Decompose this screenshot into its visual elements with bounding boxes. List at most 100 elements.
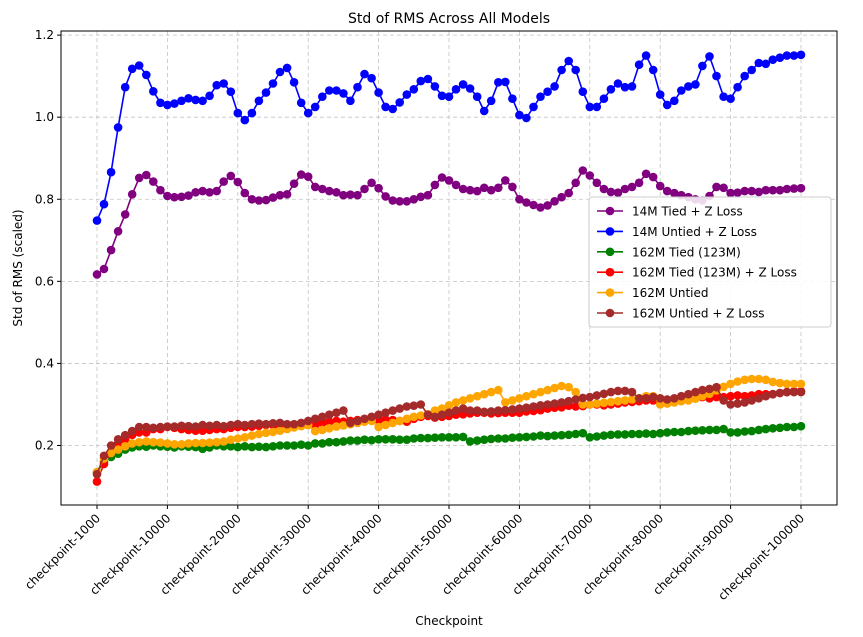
data-point [423, 190, 433, 200]
data-point [761, 391, 771, 401]
data-point [740, 186, 749, 196]
data-point [508, 94, 517, 103]
data-point [564, 188, 573, 198]
data-point [789, 184, 799, 193]
data-point [332, 188, 341, 197]
data-point [437, 173, 447, 182]
data-point [353, 416, 362, 426]
data-point [120, 82, 130, 92]
data-point [120, 442, 130, 451]
data-point [775, 185, 785, 195]
data-point [691, 387, 700, 397]
data-point [768, 185, 778, 195]
data-point [747, 396, 756, 405]
data-point [472, 92, 482, 101]
data-point [585, 171, 595, 180]
data-point [655, 90, 665, 99]
data-point [571, 178, 580, 188]
data-point [719, 183, 728, 193]
data-point [289, 419, 299, 429]
data-point [648, 429, 658, 439]
data-point [191, 188, 200, 197]
data-point [698, 385, 707, 395]
data-point [726, 428, 735, 437]
data-point [156, 185, 165, 195]
data-point [599, 94, 609, 103]
data-point [367, 178, 376, 188]
data-point [719, 92, 728, 101]
data-point [712, 182, 721, 192]
data-point [261, 195, 271, 205]
data-point [613, 79, 623, 88]
data-point [529, 402, 538, 411]
data-point [261, 88, 271, 97]
data-point [465, 84, 475, 93]
data-point [127, 64, 137, 74]
data-point [472, 391, 482, 401]
data-point [494, 406, 503, 415]
data-point [564, 382, 573, 392]
data-point [430, 82, 440, 91]
data-point [318, 425, 327, 435]
data-point [782, 51, 792, 60]
data-point [529, 432, 538, 441]
data-point [353, 190, 362, 200]
y-tick-label: 0.2 [35, 438, 54, 452]
data-point [395, 98, 405, 107]
data-point [479, 106, 489, 116]
data-point [662, 100, 672, 110]
data-point [458, 432, 468, 442]
data-point [705, 384, 714, 394]
data-point [198, 438, 207, 448]
data-point [726, 379, 735, 389]
data-point [677, 86, 686, 95]
data-point [719, 382, 728, 392]
data-point [789, 422, 799, 432]
data-point [205, 421, 214, 431]
data-point [318, 439, 327, 448]
legend-label: 162M Tied (123M) [632, 245, 741, 259]
data-point [444, 408, 454, 418]
data-point [332, 437, 341, 447]
data-point [134, 422, 144, 432]
data-point [494, 385, 503, 395]
data-point [585, 392, 595, 402]
data-point [275, 418, 285, 428]
data-point [782, 184, 792, 194]
data-point [332, 408, 341, 418]
data-point [142, 437, 151, 446]
data-point [585, 433, 595, 442]
data-point [578, 393, 588, 403]
data-point [592, 399, 602, 408]
data-point [409, 401, 419, 411]
data-point [627, 429, 637, 439]
data-point [543, 400, 552, 409]
legend-swatch-marker [605, 227, 615, 236]
data-point [275, 426, 285, 436]
data-point [240, 188, 250, 198]
data-point [550, 383, 559, 393]
data-point [775, 423, 785, 433]
data-point [754, 187, 764, 197]
data-point [634, 429, 644, 439]
y-tick-label: 1.0 [35, 110, 54, 124]
data-point [698, 391, 707, 401]
data-point [177, 96, 186, 106]
data-point [233, 419, 243, 429]
data-point [662, 395, 672, 404]
data-point [296, 418, 306, 428]
data-point [592, 178, 602, 188]
data-point [655, 428, 665, 438]
data-point [127, 439, 137, 448]
data-point [318, 184, 327, 194]
data-point [733, 82, 742, 92]
data-point [346, 418, 355, 428]
data-point [310, 439, 320, 448]
data-point [142, 422, 151, 432]
data-point [648, 65, 658, 75]
data-point [712, 425, 721, 435]
data-point [754, 58, 764, 68]
data-point [212, 420, 221, 430]
data-point [318, 412, 327, 422]
